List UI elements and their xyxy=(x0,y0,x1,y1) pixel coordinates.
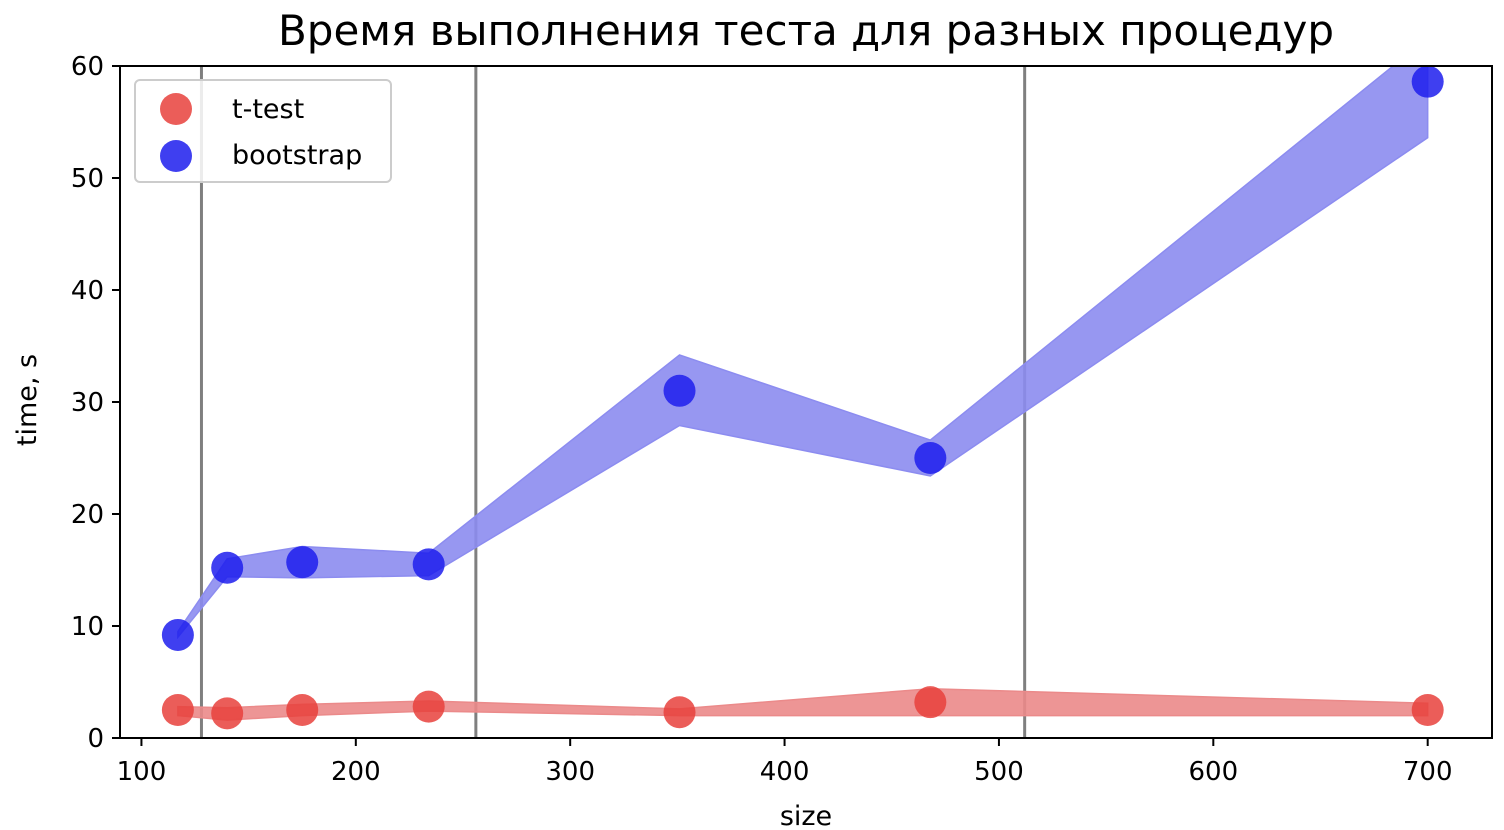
x-tick-label-1: 200 xyxy=(331,757,381,787)
point-t-test-5 xyxy=(914,686,947,719)
y-tick-label-2: 20 xyxy=(71,500,104,530)
legend-box xyxy=(134,79,392,183)
y-axis: 0 10 20 30 40 50 60 xyxy=(71,52,120,754)
point-bootstrap-2 xyxy=(286,546,319,579)
x-tick-label-5: 600 xyxy=(1188,757,1238,787)
x-tick-label-4: 500 xyxy=(974,757,1024,787)
y-tick-label-5: 50 xyxy=(71,164,104,194)
legend: t-test bootstrap xyxy=(134,79,392,183)
data-points xyxy=(161,66,1444,730)
point-bootstrap-4 xyxy=(663,374,696,407)
legend-label-t-test: t-test xyxy=(232,94,304,125)
y-tick-label-1: 10 xyxy=(71,612,104,642)
band-bootstrap xyxy=(177,66,1429,640)
legend-label-bootstrap: bootstrap xyxy=(232,140,362,171)
x-axis-label: size xyxy=(780,801,832,830)
y-tick-label-6: 60 xyxy=(71,52,104,82)
x-tick-label-6: 700 xyxy=(1403,757,1453,787)
y-axis-label: time, s xyxy=(12,354,43,446)
y-tick-label-0: 0 xyxy=(87,724,104,754)
point-t-test-1 xyxy=(211,697,244,730)
point-t-test-4 xyxy=(663,696,696,729)
x-tick-label-2: 300 xyxy=(545,757,595,787)
chart-title: Время выполнения теста для разных процед… xyxy=(278,6,1334,55)
legend-marker-t-test xyxy=(160,93,192,125)
x-tick-label-0: 100 xyxy=(117,757,167,787)
point-bootstrap-5 xyxy=(914,442,947,474)
y-tick-label-3: 30 xyxy=(71,388,104,418)
point-bootstrap-3 xyxy=(412,548,445,581)
legend-marker-bootstrap xyxy=(160,140,192,172)
point-bootstrap-1 xyxy=(211,551,244,584)
point-t-test-6 xyxy=(1411,694,1444,726)
x-tick-label-3: 400 xyxy=(760,757,810,787)
x-axis: 100 200 300 400 500 600 700 xyxy=(117,738,1453,787)
point-bootstrap-0 xyxy=(161,618,194,651)
y-tick-label-4: 40 xyxy=(71,276,104,306)
point-t-test-3 xyxy=(412,690,445,723)
point-t-test-2 xyxy=(286,694,319,726)
point-bootstrap-6 xyxy=(1411,66,1444,98)
point-t-test-0 xyxy=(161,694,194,726)
